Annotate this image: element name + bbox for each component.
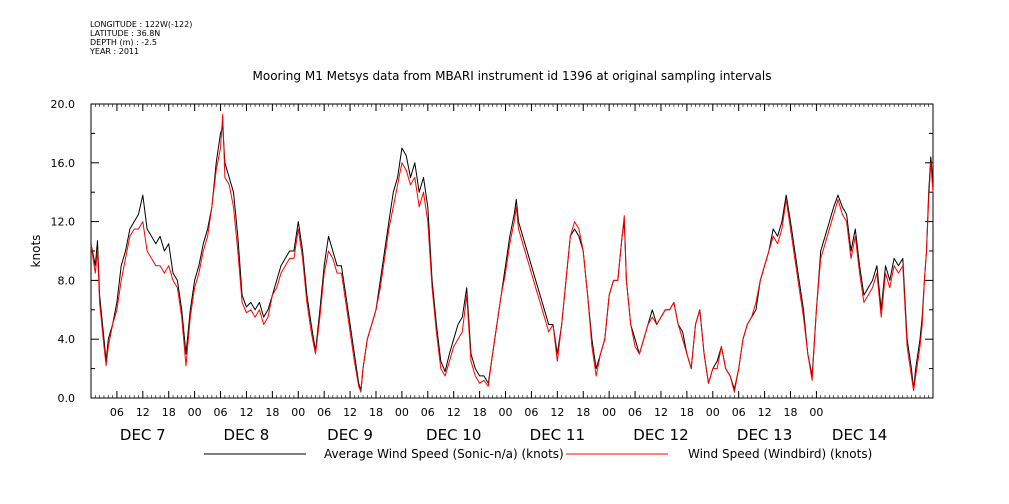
x-tick-label: 18 [680,406,694,419]
longitude-label: LONGITUDE : 122W(-122) [90,20,193,29]
x-tick-label: 12 [447,406,461,419]
x-day-label: DEC 9 [327,426,373,444]
x-day-label: DEC 10 [426,426,481,444]
x-tick-label: 18 [162,406,176,419]
legend-label-windbird: Wind Speed (Windbird) (knots) [688,447,872,461]
x-tick-label: 06 [628,406,642,419]
y-axis-label: knots [29,235,43,268]
x-day-label: DEC 8 [224,426,270,444]
x-tick-label: 00 [706,406,720,419]
x-day-label: DEC 13 [737,426,792,444]
x-day-label: DEC 7 [120,426,166,444]
x-tick-label: 00 [499,406,513,419]
y-tick-label: 4.0 [58,333,76,346]
year-label: YEAR : 2011 [90,47,140,56]
series-windbird-line [90,113,934,393]
x-day-label: DEC 14 [832,426,887,444]
plot-frame [90,103,934,399]
y-tick-label: 0.0 [58,392,76,405]
x-tick-label: 12 [239,406,253,419]
x-tick-label: 12 [550,406,564,419]
y-tick-label: 20.0 [51,98,76,111]
x-tick-label: 12 [758,406,772,419]
x-tick-label: 06 [732,406,746,419]
legend: Average Wind Speed (Sonic-n/a) (knots) W… [204,447,872,461]
x-tick-label: 18 [784,406,798,419]
legend-label-average: Average Wind Speed (Sonic-n/a) (knots) [324,447,564,461]
metadata-block: LONGITUDE : 122W(-122) LATITUDE : 36.8N … [90,20,192,56]
x-tick-label: 06 [421,406,435,419]
x-tick-label: 18 [265,406,279,419]
x-tick-label: 12 [654,406,668,419]
axes: 06 12 18 00 06 12 18 00 06 12 18 00 06 12 18 00 06 12 18 00… [51,98,934,444]
x-day-label: DEC 11 [530,426,585,444]
x-day-label: DEC 12 [633,426,688,444]
x-tick-label: 06 [524,406,538,419]
x-tick-label: 00 [188,406,202,419]
x-tick-label: 06 [317,406,331,419]
series-layer [90,113,934,393]
x-tick-label: 18 [576,406,590,419]
x-tick-label: 12 [136,406,150,419]
x-tick-label: 00 [602,406,616,419]
x-tick-label: 18 [369,406,383,419]
y-tick-label: 8.0 [58,274,76,287]
x-tick-label: 00 [291,406,305,419]
y-tick-label: 16.0 [51,157,76,170]
x-tick-label: 00 [395,406,409,419]
x-tick-label: 00 [809,406,823,419]
x-tick-label: 12 [343,406,357,419]
latitude-label: LATITUDE : 36.8N [90,29,161,38]
chart-title: Mooring M1 Metsys data from MBARI instru… [253,69,772,83]
depth-label: DEPTH (m) : -2.5 [90,38,157,47]
series-average-wind-line [90,125,934,392]
x-tick-label: 06 [214,406,228,419]
x-tick-label: 18 [473,406,487,419]
y-tick-label: 12.0 [51,216,76,229]
x-tick-label: 06 [110,406,124,419]
